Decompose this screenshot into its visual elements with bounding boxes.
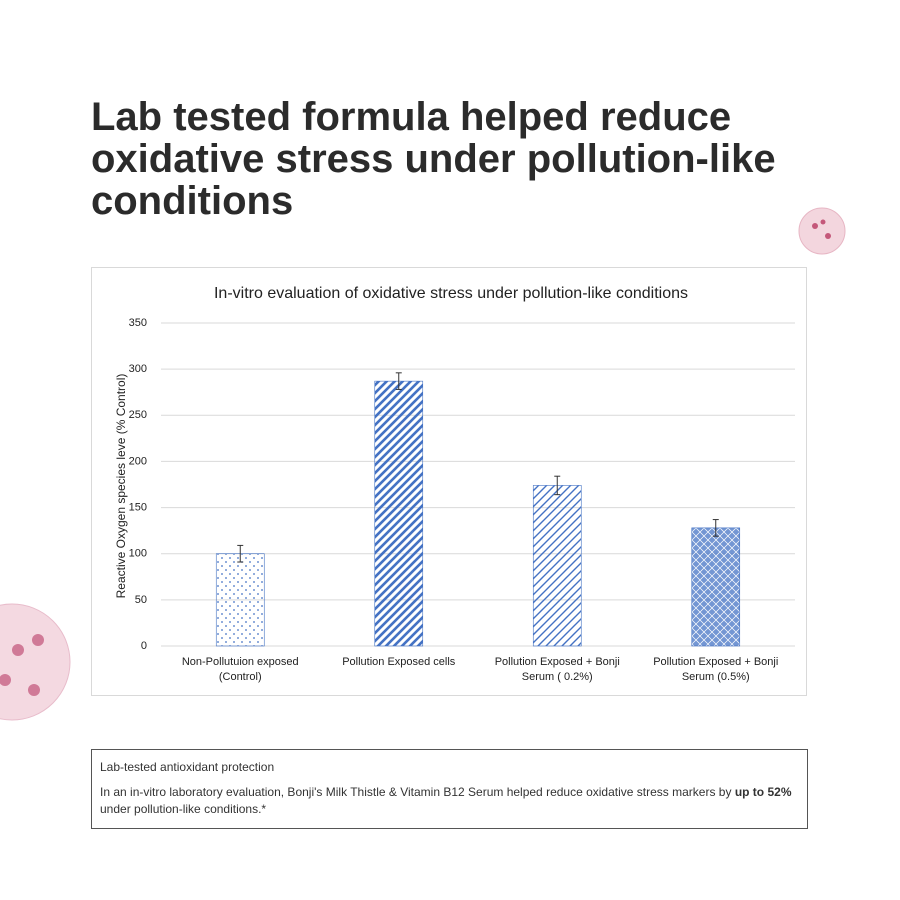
note-text-part: under pollution-like conditions.* bbox=[100, 802, 267, 816]
atom bbox=[0, 674, 11, 686]
y-axis-label: Reactive Oxygen species leve (% Control) bbox=[114, 374, 128, 599]
y-tick-label: 200 bbox=[129, 455, 147, 467]
note-box: Lab-tested antioxidant protection In an … bbox=[91, 749, 808, 829]
note-text-bold: up to 52% bbox=[734, 785, 792, 799]
bar bbox=[532, 485, 582, 647]
atom bbox=[812, 223, 818, 229]
y-tick-label: 50 bbox=[135, 594, 147, 606]
chart: In-vitro evaluation of oxidative stress … bbox=[114, 285, 795, 652]
y-tick-label: 100 bbox=[129, 548, 147, 560]
atom bbox=[12, 644, 24, 656]
headline: Lab tested formula helped reduce oxidati… bbox=[91, 95, 776, 223]
y-tick-label: 350 bbox=[129, 317, 147, 329]
note-text-part: In an in-vitro laboratory evaluation, Bo… bbox=[100, 785, 735, 799]
note-text: In an in-vitro laboratory evaluation, Bo… bbox=[100, 784, 799, 818]
atom bbox=[32, 634, 44, 646]
molecule-icon bbox=[0, 603, 71, 721]
chart-frame: In-vitro evaluation of oxidative stress … bbox=[91, 267, 807, 696]
error-bar bbox=[554, 475, 561, 496]
y-tick-label: 150 bbox=[129, 501, 147, 513]
x-tick-label: Pollution Exposed + Bonji Serum (0.5%) bbox=[653, 656, 779, 683]
atom bbox=[820, 219, 826, 225]
x-tick-label: Non-Pollutuion exposed (Control) bbox=[181, 656, 299, 683]
y-tick-label: 300 bbox=[129, 363, 147, 375]
bar bbox=[374, 380, 424, 647]
atom bbox=[825, 233, 831, 239]
note-title: Lab-tested antioxidant protection bbox=[100, 760, 275, 774]
bar bbox=[691, 527, 741, 647]
chart-title: In-vitro evaluation of oxidative stress … bbox=[214, 285, 688, 302]
y-tick-label: 0 bbox=[141, 640, 147, 652]
x-tick-label: Pollution Exposed cells bbox=[342, 656, 456, 668]
bar bbox=[215, 553, 265, 647]
error-bar bbox=[237, 544, 244, 563]
y-tick-label: 250 bbox=[129, 409, 147, 421]
error-bar bbox=[712, 519, 719, 537]
error-bar bbox=[395, 372, 402, 390]
molecule-icon bbox=[798, 207, 846, 255]
atom bbox=[28, 684, 40, 696]
x-tick-label: Pollution Exposed + Bonji Serum ( 0.2%) bbox=[494, 656, 620, 683]
